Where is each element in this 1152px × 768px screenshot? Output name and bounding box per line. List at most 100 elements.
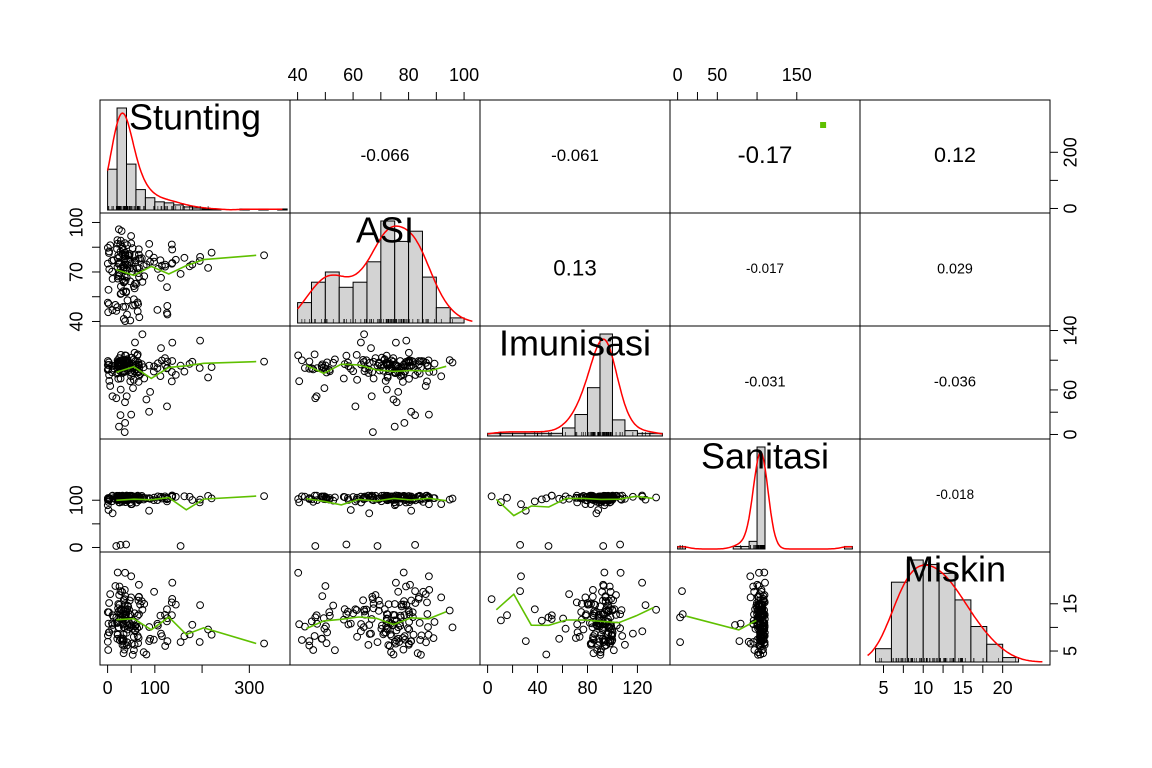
scatter-point-miskin-vs-imunisasi — [609, 646, 618, 655]
scatter-point-sanitasi-vs-stunting — [176, 542, 185, 550]
scatter-point-miskin-vs-imunisasi — [595, 622, 604, 631]
scatter-point-miskin-vs-asi — [375, 601, 384, 609]
scatter-point-asi-vs-stunting — [139, 262, 148, 270]
scatter-point-miskin-vs-sanitasi — [755, 590, 764, 598]
scatter-point-imunisasi-vs-asi — [392, 338, 400, 347]
scatter-point-miskin-vs-stunting — [121, 568, 129, 577]
scatter-point-miskin-vs-imunisasi — [602, 606, 611, 615]
scatter-point-asi-vs-stunting — [105, 249, 113, 257]
scatter-point-asi-vs-stunting — [112, 307, 121, 315]
scatter-point-asi-vs-stunting — [115, 225, 123, 234]
scatter-point-miskin-vs-asi — [374, 606, 383, 615]
scatter-point-asi-vs-stunting — [195, 257, 204, 265]
scatter-point-imunisasi-vs-stunting — [138, 330, 147, 339]
scatter-point-miskin-vs-asi — [307, 617, 316, 626]
scatter-point-miskin-vs-stunting — [195, 638, 204, 646]
histogram-bar-stunting-9 — [192, 207, 203, 211]
scatter-point-miskin-vs-sanitasi — [754, 593, 763, 602]
scatter-point-imunisasi-vs-asi — [294, 351, 303, 360]
scatter-point-miskin-vs-stunting — [161, 642, 170, 650]
scatter-point-asi-vs-stunting — [204, 264, 213, 272]
scatter-point-miskin-vs-stunting — [176, 638, 185, 646]
scatter-point-miskin-vs-stunting — [171, 600, 180, 609]
variable-label-imunisasi: Imunisasi — [499, 323, 651, 364]
scatter-point-imunisasi-vs-asi — [402, 336, 411, 345]
scatter-point-asi-vs-stunting — [113, 274, 122, 283]
scatter-point-imunisasi-vs-stunting — [131, 338, 139, 347]
correlation-value-0-1: -0.066 — [361, 145, 410, 165]
scatter-point-miskin-vs-asi — [422, 638, 430, 647]
histogram-bar-asi-9 — [421, 276, 437, 324]
tick-label-bottom-stunting: 300 — [234, 678, 264, 698]
scatter-point-miskin-vs-stunting — [104, 619, 113, 628]
scatter-point-sanitasi-vs-stunting — [168, 491, 177, 500]
scatter-point-miskin-vs-stunting — [130, 609, 139, 618]
scatter-point-miskin-vs-asi — [415, 619, 424, 627]
scatter-point-sanitasi-vs-asi — [344, 494, 352, 502]
scatter-point-miskin-vs-asi — [381, 628, 390, 637]
scatter-point-asi-vs-stunting — [129, 264, 138, 273]
scatter-point-sanitasi-vs-imunisasi — [487, 492, 496, 501]
scatter-point-miskin-vs-imunisasi — [598, 587, 606, 596]
scatter-point-miskin-vs-asi — [448, 623, 457, 632]
smoother-line-sanitasi-vs-imunisasi — [495, 495, 654, 517]
histogram-bar-asi-11 — [449, 317, 465, 324]
scatter-point-miskin-vs-stunting — [135, 580, 143, 589]
scatter-point-sanitasi-vs-imunisasi — [581, 500, 590, 509]
scatter-point-imunisasi-vs-asi — [430, 359, 439, 368]
histogram-bar-asi-2 — [324, 271, 340, 324]
scatter-point-miskin-vs-asi — [301, 622, 309, 631]
histogram-bar-stunting-4 — [144, 197, 156, 211]
smoother-line-miskin-vs-asi — [305, 611, 447, 630]
scatter-point-imunisasi-vs-asi — [360, 330, 369, 339]
scatter-point-miskin-vs-asi — [421, 590, 430, 598]
scatter-point-miskin-vs-imunisasi — [572, 598, 581, 607]
scatter-point-miskin-vs-asi — [411, 587, 420, 595]
histogram-bar-imunisasi-3 — [524, 432, 539, 437]
scatter-point-sanitasi-vs-stunting — [171, 492, 180, 501]
scatter-point-miskin-vs-stunting — [207, 630, 216, 639]
scatter-point-imunisasi-vs-asi — [329, 358, 338, 367]
scatter-point-imunisasi-vs-stunting — [146, 388, 155, 396]
tick-label-bottom-miskin: 20 — [993, 678, 1013, 698]
histogram-bar-asi-3 — [338, 286, 354, 324]
scatter-point-asi-vs-stunting — [115, 258, 124, 267]
scatter-point-miskin-vs-stunting — [130, 646, 138, 655]
scatter-point-miskin-vs-stunting — [135, 622, 144, 631]
scatter-point-miskin-vs-asi — [346, 619, 355, 628]
scatter-point-sanitasi-vs-imunisasi — [530, 497, 539, 506]
scatter-point-sanitasi-vs-stunting — [180, 492, 189, 501]
scatter-point-miskin-vs-imunisasi — [600, 568, 609, 577]
scatter-point-miskin-vs-sanitasi — [761, 578, 769, 587]
scatter-point-miskin-vs-asi — [417, 650, 425, 659]
histogram-bar-imunisasi-2 — [512, 432, 526, 437]
scatter-point-miskin-vs-sanitasi — [749, 582, 758, 591]
scatter-point-miskin-vs-stunting — [128, 650, 137, 659]
scatter-point-imunisasi-vs-asi — [317, 362, 326, 370]
scatter-point-miskin-vs-stunting — [131, 627, 139, 636]
tick-label-bottom-miskin: 10 — [913, 678, 933, 698]
scatter-point-miskin-vs-asi — [402, 582, 410, 591]
scatter-point-miskin-vs-sanitasi — [756, 618, 765, 626]
scatter-point-imunisasi-vs-asi — [382, 360, 391, 369]
scatter-point-miskin-vs-stunting — [168, 595, 177, 603]
scatter-point-imunisasi-vs-asi — [422, 358, 430, 367]
scatter-point-miskin-vs-asi — [322, 639, 331, 648]
density-curve-stunting — [106, 112, 283, 211]
scatter-point-asi-vs-stunting — [108, 275, 117, 283]
correlation-value-1-4: 0.029 — [937, 261, 973, 277]
scatter-point-miskin-vs-asi — [391, 637, 399, 646]
scatter-point-miskin-vs-asi — [359, 596, 368, 605]
scatter-point-miskin-vs-stunting — [188, 620, 197, 629]
scatter-point-imunisasi-vs-asi — [429, 367, 438, 376]
scatter-point-sanitasi-vs-stunting — [115, 494, 124, 503]
tick-label-top-sanitasi: 150 — [782, 65, 812, 85]
scatter-point-miskin-vs-imunisasi — [594, 610, 603, 619]
scatter-point-miskin-vs-imunisasi — [521, 637, 530, 645]
scatter-point-asi-vs-stunting — [131, 300, 140, 309]
scatter-point-miskin-vs-imunisasi — [616, 568, 625, 577]
scatter-point-miskin-vs-stunting — [113, 568, 122, 577]
scatter-point-miskin-vs-stunting — [150, 587, 159, 596]
scatter-point-imunisasi-vs-asi — [339, 374, 348, 383]
